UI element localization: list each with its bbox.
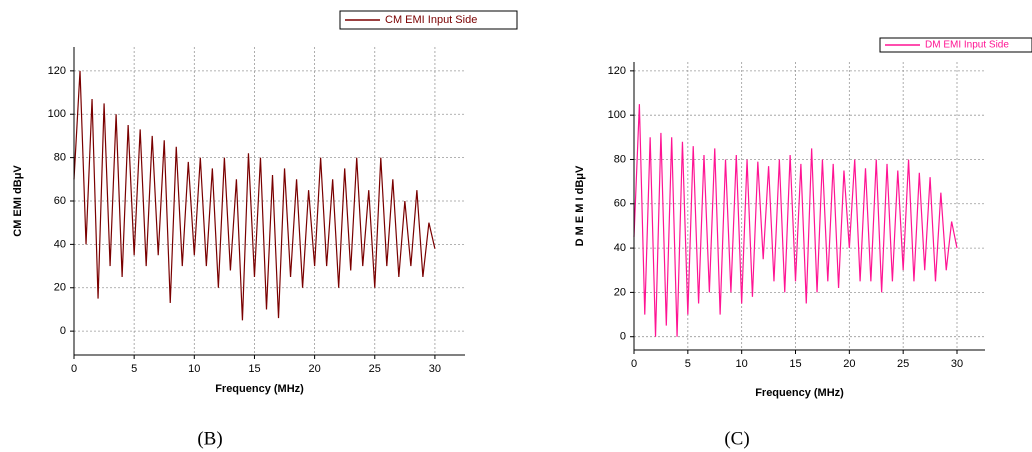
y-tick-label: 0 <box>620 331 626 343</box>
x-tick-label: 10 <box>188 363 200 375</box>
x-tick-label: 15 <box>789 358 801 370</box>
data-line <box>73 70 436 321</box>
y-tick-label: 40 <box>54 238 66 250</box>
y-tick-label: 80 <box>54 152 66 164</box>
x-tick-label: 15 <box>248 363 260 375</box>
y-tick-label: 120 <box>608 65 626 77</box>
x-tick-label: 20 <box>843 358 855 370</box>
y-tick-label: 20 <box>614 286 626 298</box>
legend-box <box>879 37 1032 53</box>
x-tick-label: 25 <box>369 363 381 375</box>
legend-label: DM EMI Input Side <box>925 40 1009 51</box>
x-tick-label: 25 <box>897 358 909 370</box>
data-line <box>633 104 958 337</box>
x-tick-label: 30 <box>429 363 441 375</box>
chart: 0 5 10 15 20 25 30 0 20 40 60 80 100 120 Frequency (MH… <box>12 10 518 449</box>
x-tick-label: 0 <box>71 363 77 375</box>
legend-label: CM EMI Input Side <box>385 14 477 26</box>
y-tick-label: 100 <box>48 108 66 120</box>
x-tick-label: 0 <box>631 358 637 370</box>
y-tick-label: 120 <box>48 65 66 77</box>
x-axis-label: Frequency (MHz) <box>755 387 844 399</box>
y-tick-label: 60 <box>614 198 626 210</box>
y-tick-label: 60 <box>54 195 66 207</box>
x-tick-label: 30 <box>951 358 963 370</box>
y-axis-label: D M E M I dBμV <box>574 165 586 246</box>
y-axis-label: CM EMI dBμV <box>12 165 24 237</box>
y-tick-label: 80 <box>614 153 626 165</box>
x-axis-label: Frequency (MHz) <box>215 383 304 395</box>
caption: (B) <box>197 428 222 449</box>
x-tick-label: 5 <box>131 363 137 375</box>
x-tick-label: 10 <box>736 358 748 370</box>
legend-box <box>339 10 518 30</box>
caption: (C) <box>724 428 749 449</box>
chart: 0 5 10 15 20 25 30 0 20 40 60 80 100 120 Frequency (MH… <box>574 37 1032 449</box>
x-tick-label: 20 <box>308 363 320 375</box>
y-tick-label: 40 <box>614 242 626 254</box>
y-tick-label: 0 <box>60 325 66 337</box>
x-tick-label: 5 <box>685 358 691 370</box>
y-tick-label: 100 <box>608 109 626 121</box>
y-tick-label: 20 <box>54 282 66 294</box>
